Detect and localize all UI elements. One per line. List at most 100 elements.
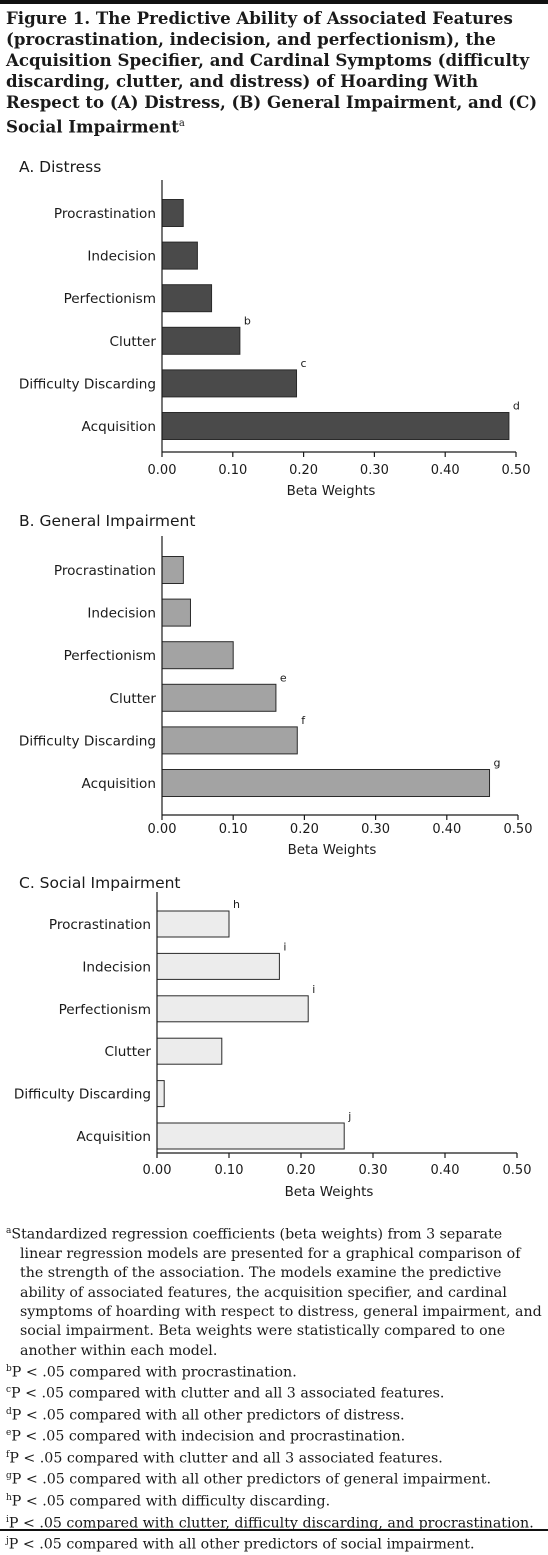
- footnote-marker: f: [6, 1449, 10, 1460]
- x-tick-label: 0.40: [431, 1163, 460, 1178]
- bar-clutter: [161, 326, 241, 355]
- category-label: Perfectionism: [64, 648, 156, 664]
- footnote-marker: a: [6, 1226, 12, 1236]
- chart-title: A. Distress: [19, 158, 101, 176]
- x-tick-label: 0.30: [361, 822, 390, 837]
- x-axis-label: Beta Weights: [287, 484, 376, 499]
- footnote-text: P < .05 compared with clutter and all 3 …: [9, 1450, 443, 1467]
- footnote-text: P < .05 compared with all other predicto…: [8, 1536, 475, 1553]
- bar-acquisition: [161, 769, 491, 797]
- significance-marker: i: [312, 983, 315, 996]
- x-tick-label: 0.00: [148, 463, 177, 478]
- category-label: Difficulty Discarding: [19, 376, 156, 392]
- bar-perfectionism: [161, 284, 213, 313]
- category-label: Procrastination: [49, 917, 151, 933]
- x-tick-label: 0.40: [432, 822, 461, 837]
- footnote-text: P < .05 compared with procrastination.: [11, 1364, 297, 1381]
- x-tick-label: 0.00: [143, 1163, 172, 1178]
- category-label: Clutter: [110, 691, 157, 707]
- significance-marker: e: [280, 671, 287, 684]
- x-tick-label: 0.30: [360, 463, 389, 478]
- significance-marker: f: [301, 714, 306, 727]
- footnote-marker: h: [6, 1493, 12, 1503]
- category-label: Indecision: [82, 959, 151, 975]
- category-label: Indecision: [87, 249, 156, 265]
- category-label: Perfectionism: [64, 291, 156, 307]
- footnote-marker: b: [6, 1363, 12, 1374]
- significance-marker: i: [283, 940, 286, 953]
- footnote-a: aStandardized regression coefficients (b…: [6, 1222, 544, 1361]
- bar-procrastination: [161, 556, 184, 584]
- x-tick-label: 0.20: [289, 463, 318, 478]
- figure-title: Figure 1. The Predictive Ability of Asso…: [6, 8, 542, 138]
- footnote-marker: c: [6, 1385, 12, 1396]
- bar-difficulty-discarding: [161, 726, 298, 755]
- significance-marker: g: [494, 757, 501, 770]
- category-label: Difficulty Discarding: [14, 1087, 151, 1103]
- footnote-e: eP < .05 compared with indecision and pr…: [6, 1425, 544, 1447]
- x-tick-label: 0.10: [215, 1163, 244, 1178]
- chart-title: B. General Impairment: [19, 512, 195, 530]
- x-tick-label: 0.10: [219, 822, 248, 837]
- chart-social-impairment: C. Social Impairment Procrastination h Inde…: [14, 874, 532, 1200]
- category-label: Clutter: [105, 1044, 152, 1060]
- top-rule: [0, 0, 548, 4]
- footnote-text: P < .05 compared with clutter, difficult…: [8, 1515, 534, 1532]
- chart-distress: A. Distress Procrastination Indecision Perf…: [19, 158, 531, 499]
- bar-indecision: [156, 952, 280, 980]
- category-label: Acquisition: [82, 776, 156, 792]
- footnote-text: P < .05 compared with all other predicto…: [11, 1407, 405, 1424]
- chart-title: C. Social Impairment: [19, 874, 181, 892]
- x-tick-label: 0.00: [148, 822, 177, 837]
- footnote-f: fP < .05 compared with clutter and all 3…: [6, 1447, 544, 1469]
- category-label: Indecision: [87, 606, 156, 622]
- x-axis-label: Beta Weights: [288, 843, 377, 858]
- x-tick-label: 0.30: [359, 1163, 388, 1178]
- category-label: Difficulty Discarding: [19, 733, 156, 749]
- significance-marker: h: [233, 898, 240, 911]
- significance-marker: b: [244, 314, 251, 327]
- chart-general-impairment: B. General Impairment Procrastination Inde…: [19, 512, 533, 858]
- x-axis-label: Beta Weights: [285, 1185, 374, 1200]
- significance-marker: d: [513, 400, 520, 413]
- footnote-g: gP < .05 compared with all other predict…: [6, 1468, 544, 1490]
- x-tick-label: 0.20: [287, 1163, 316, 1178]
- bar-acquisition: [161, 412, 510, 440]
- footnote-h: hP < .05 compared with difficulty discar…: [6, 1490, 544, 1512]
- figure-title-text: Figure 1. The Predictive Ability of Asso…: [6, 8, 538, 137]
- category-label: Acquisition: [82, 419, 156, 435]
- bar-difficulty-discarding: [156, 1080, 165, 1108]
- category-label: Acquisition: [77, 1129, 151, 1145]
- footnote-d: dP < .05 compared with all other predict…: [6, 1404, 544, 1426]
- bar-perfectionism: [156, 995, 309, 1023]
- x-tick-label: 0.50: [503, 1163, 532, 1178]
- category-label: Clutter: [110, 334, 157, 350]
- x-tick-label: 0.50: [502, 463, 531, 478]
- figure-title-marker: a: [178, 118, 185, 129]
- significance-marker: j: [347, 1110, 351, 1123]
- category-label: Perfectionism: [59, 1002, 151, 1018]
- bar-clutter: [161, 683, 277, 712]
- footnote-j: jP < .05 compared with all other predict…: [6, 1533, 544, 1555]
- footnote-i: iP < .05 compared with clutter, difficul…: [6, 1512, 544, 1534]
- x-tick-label: 0.40: [431, 463, 460, 478]
- bar-perfectionism: [161, 641, 234, 670]
- footnote-text: Standardized regression coefficients (be…: [11, 1226, 542, 1359]
- footnote-marker: g: [6, 1471, 12, 1482]
- bar-difficulty-discarding: [161, 369, 298, 398]
- footnote-marker: e: [6, 1428, 12, 1439]
- significance-marker: c: [301, 357, 307, 370]
- bar-acquisition: [156, 1122, 345, 1150]
- bottom-rule: [0, 1529, 548, 1531]
- footnote-text: P < .05 compared with clutter and all 3 …: [11, 1386, 445, 1403]
- bar-procrastination: [156, 910, 230, 938]
- category-label: Procrastination: [54, 206, 156, 222]
- footnote-b: bP < .05 compared with procrastination.: [6, 1361, 544, 1383]
- bar-indecision: [161, 241, 198, 270]
- footnotes: aStandardized regression coefficients (b…: [6, 1222, 544, 1555]
- x-tick-label: 0.50: [504, 822, 533, 837]
- footnote-c: cP < .05 compared with clutter and all 3…: [6, 1382, 544, 1404]
- x-tick-label: 0.10: [218, 463, 247, 478]
- footnote-marker: d: [6, 1406, 12, 1417]
- footnote-marker: i: [6, 1514, 9, 1525]
